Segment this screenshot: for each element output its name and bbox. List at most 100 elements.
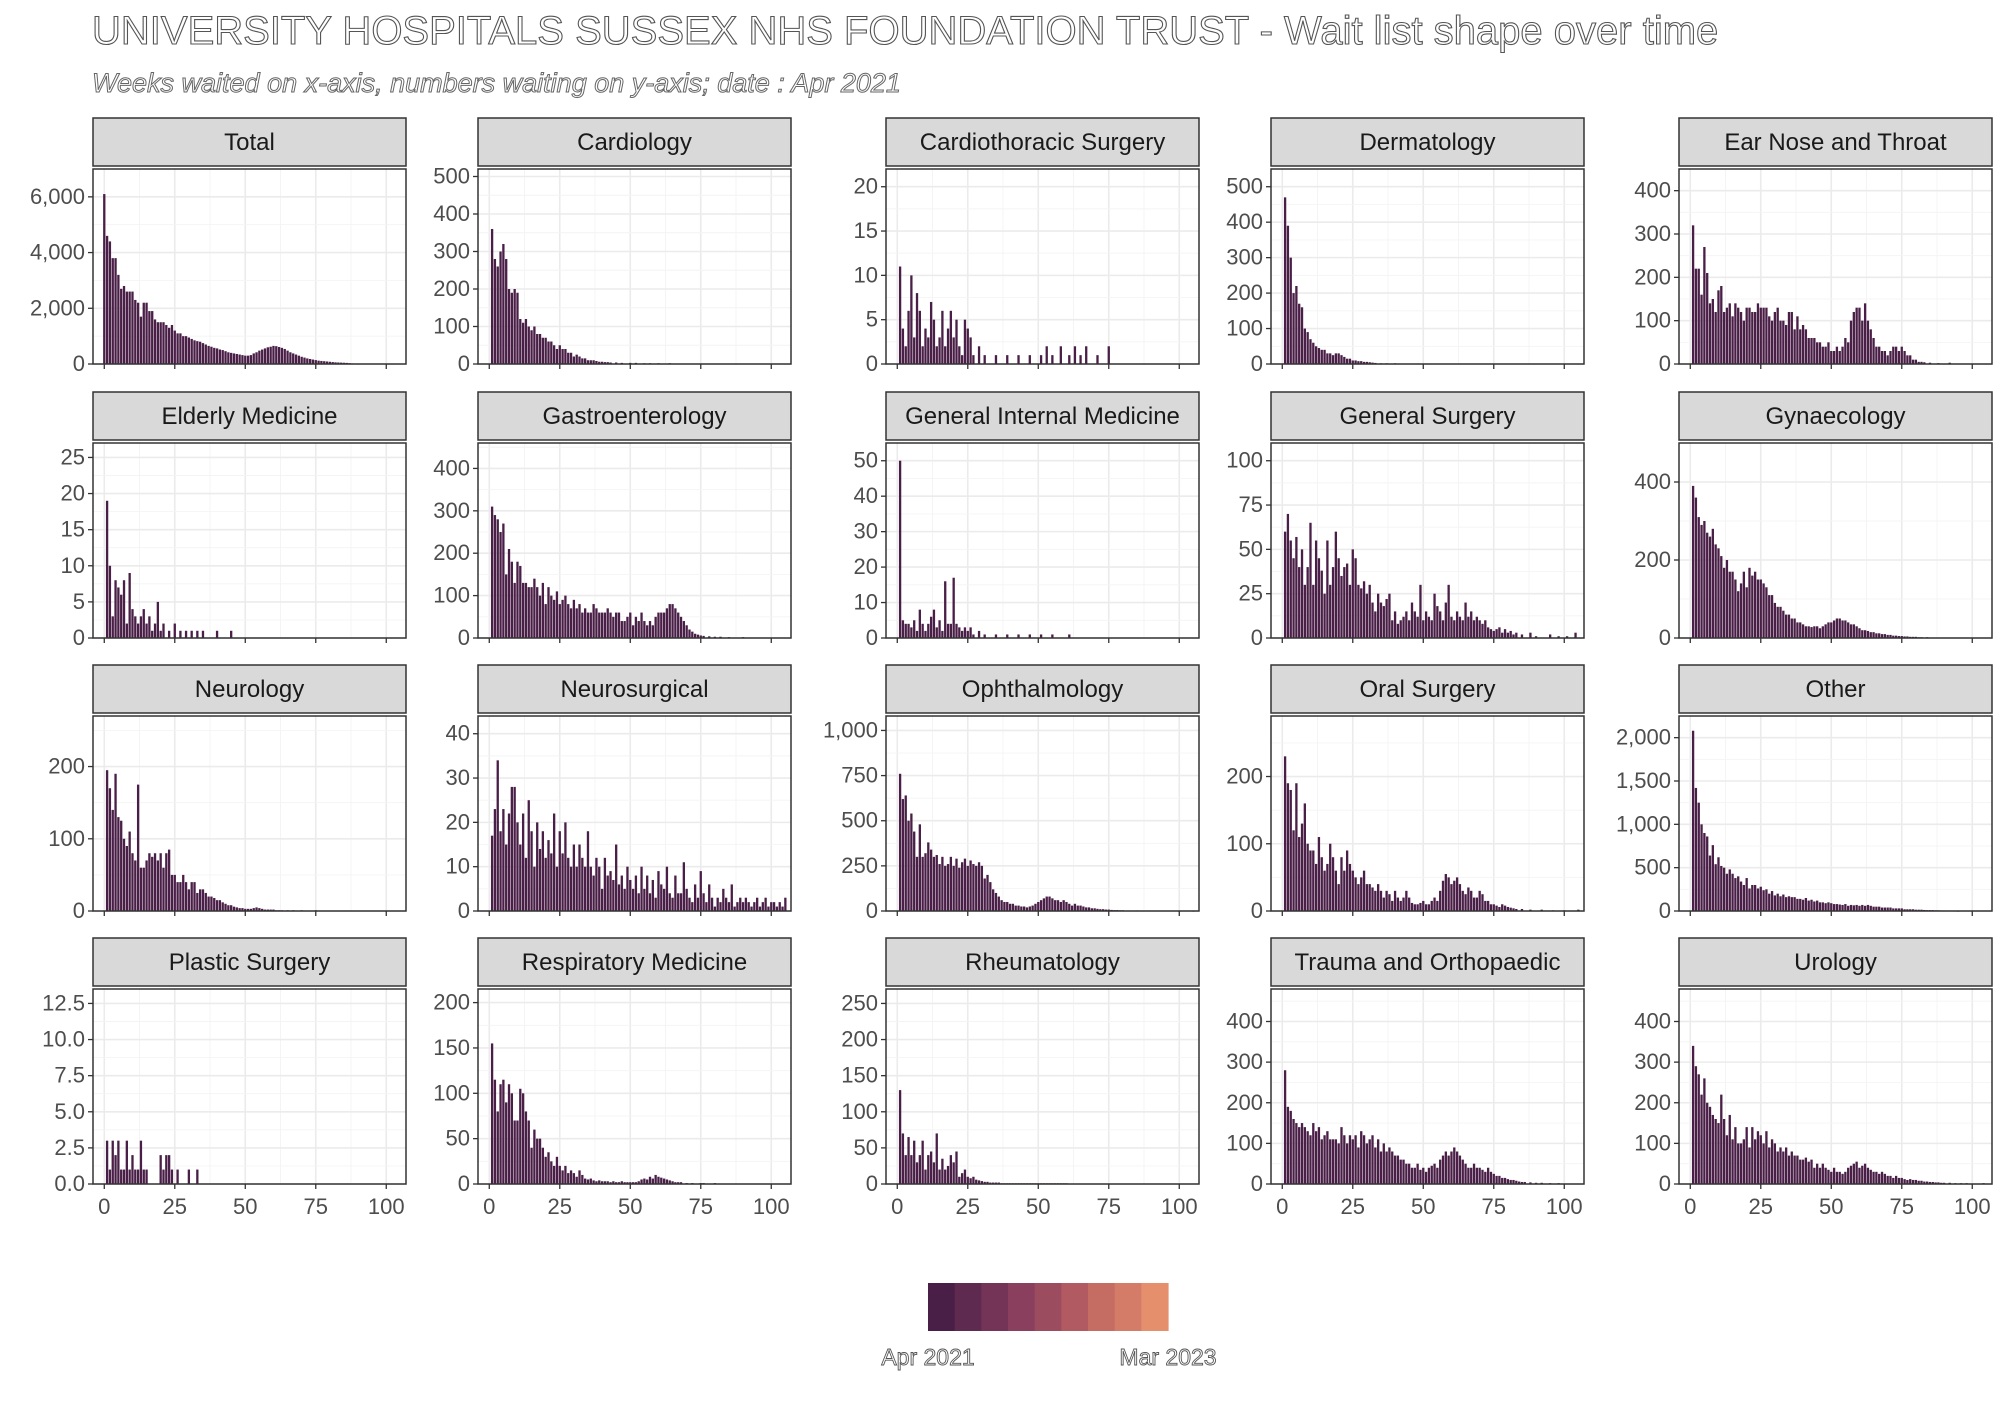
bar [615,844,618,911]
bar [1782,894,1785,911]
bar [1424,904,1428,911]
bar [552,813,556,911]
bar [668,604,671,638]
bar [927,337,930,364]
y-tick-label: 0 [1251,351,1263,376]
y-tick-label: 10 [61,553,85,578]
bar [1345,850,1349,911]
bar [1298,303,1301,364]
y-tick-label: 400 [433,201,470,226]
bar [598,361,601,364]
bar [1326,540,1329,638]
bar [1923,362,1926,364]
bar [1317,837,1321,911]
bar [1376,884,1380,911]
bar [952,337,955,364]
bar [935,855,938,911]
bar [280,347,284,364]
bar [1816,1163,1819,1184]
bar [966,1176,969,1184]
bar [120,820,123,911]
bar [167,327,171,364]
y-tick-label: 400 [433,455,470,480]
bar [1486,627,1490,638]
bar [1742,885,1746,911]
bar [1422,900,1425,911]
bar [1303,584,1306,638]
bar [1847,905,1850,911]
bar [1020,906,1023,911]
panel-strip [1678,937,1993,987]
bar [114,773,117,911]
legend-swatch [1008,1283,1036,1331]
panel-strip [92,117,407,167]
bar [103,194,106,364]
bar [921,1140,924,1184]
bar [595,608,598,638]
bar [187,889,191,911]
bar [1861,320,1864,364]
bar [668,893,671,911]
bar [1827,902,1830,911]
bar [507,548,511,638]
bar [1751,1127,1754,1184]
bar [249,355,253,364]
plot-background [93,716,406,911]
bar [1385,599,1388,638]
bar [1849,904,1853,911]
bar [125,846,128,911]
bar [640,866,643,911]
y-tick-label: 50 [854,1135,878,1160]
y-tick-label: 0.0 [54,1171,85,1196]
bar [575,354,578,364]
bar [261,908,264,911]
bar [1289,257,1292,364]
bar [131,1155,134,1184]
x-tick-label: 25 [1341,1194,1365,1219]
bar [705,902,708,911]
bar [1889,351,1892,364]
bar [1079,355,1082,364]
bar [1889,907,1892,911]
bar [1807,338,1810,364]
bar [1858,905,1861,911]
bar [1042,898,1046,911]
bar [1357,884,1360,911]
bar [1317,558,1321,638]
bar [1739,1143,1743,1184]
bar [1830,622,1833,638]
bar [581,857,584,911]
bar [502,523,505,638]
bar [1520,1181,1524,1184]
bar [1734,303,1737,364]
plot-background [886,443,1199,638]
bar [1728,1114,1731,1184]
bar [915,630,919,638]
date-legend: Apr 2021 Mar 2023 [881,1283,1217,1370]
bar [913,337,916,364]
bar [1821,902,1824,911]
bar [1717,1123,1720,1184]
bar [128,1169,131,1184]
bar [1832,620,1836,638]
bar [176,882,179,911]
bar [1906,636,1909,638]
bar [724,897,728,911]
bar [1486,1167,1490,1184]
y-tick-label: 50 [854,448,878,473]
panel-border [1270,168,1585,365]
bar [915,1162,919,1184]
panel-border [1678,988,1993,1185]
bar [1388,1147,1391,1184]
bar [544,1156,547,1184]
bar [1889,1175,1892,1184]
bar [1796,622,1799,638]
bar [1470,1167,1473,1184]
bar [1880,634,1884,638]
bar [918,824,921,911]
bar [1745,878,1748,911]
bar [612,879,615,911]
bar [1354,1135,1357,1184]
bar [1880,1171,1884,1184]
